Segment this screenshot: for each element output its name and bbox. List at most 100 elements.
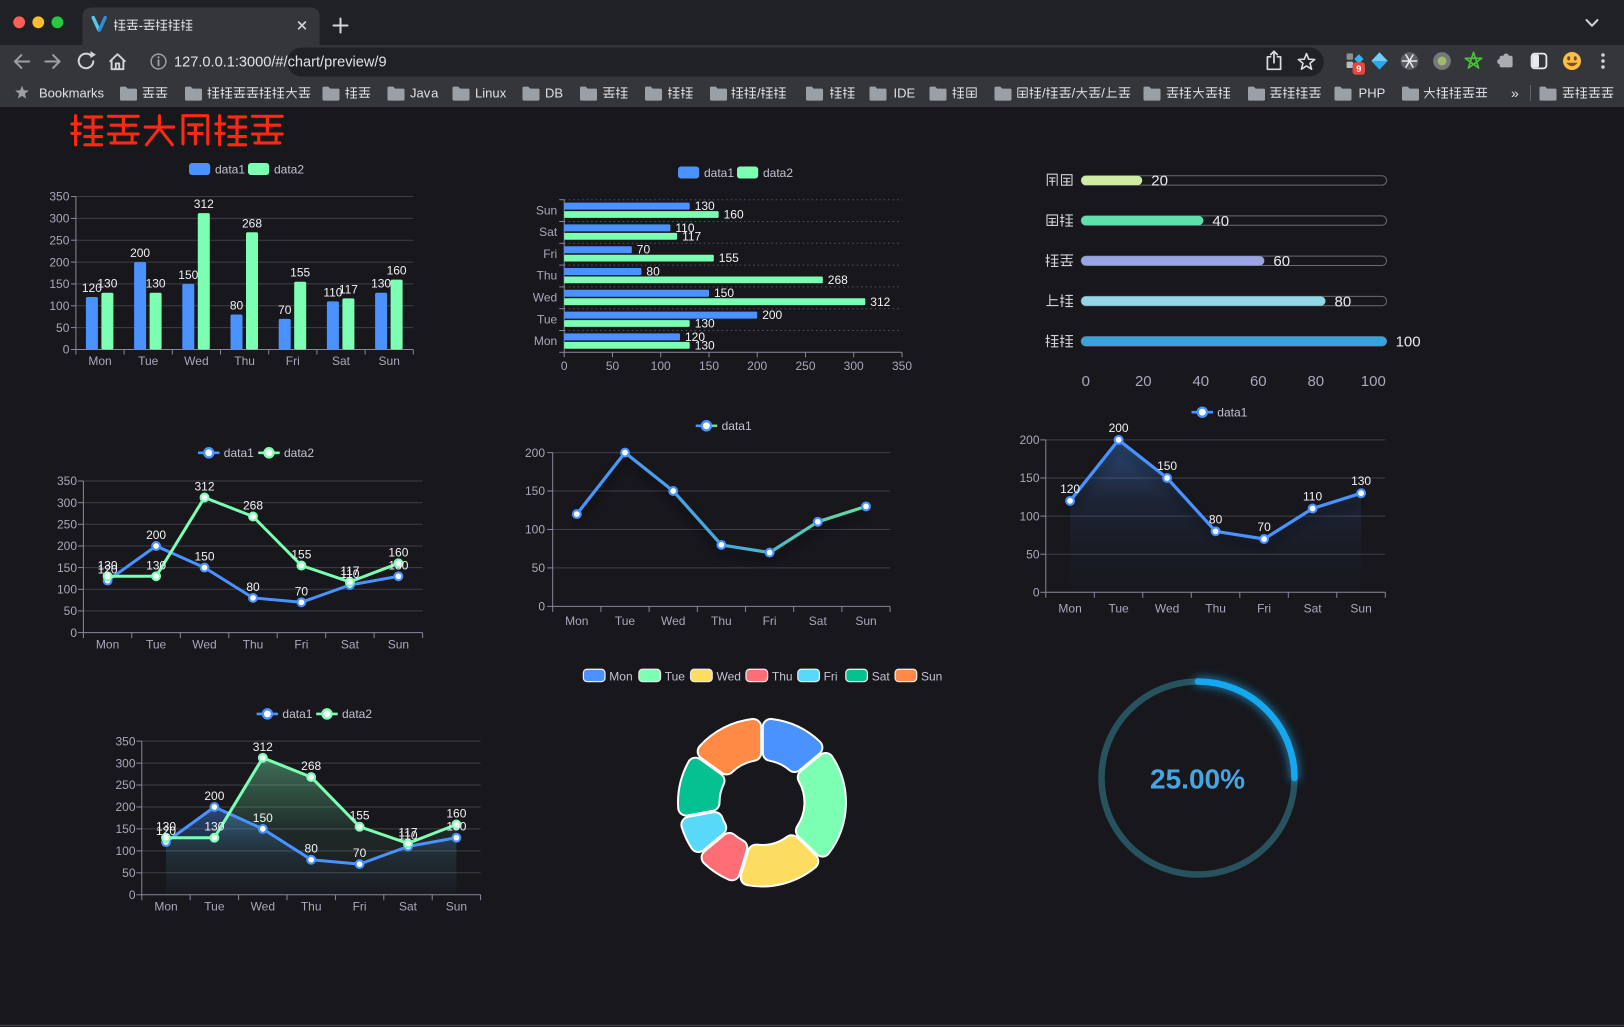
svg-text:120: 120 [685, 330, 705, 344]
svg-text:300: 300 [57, 496, 77, 510]
svg-text:u: u [492, 86, 499, 101]
svg-text:117: 117 [398, 825, 417, 839]
svg-text:60: 60 [1250, 373, 1267, 390]
svg-text:117: 117 [682, 229, 701, 243]
svg-text:110: 110 [675, 221, 694, 235]
svg-text:80: 80 [1335, 293, 1352, 310]
svg-text:x: x [500, 86, 507, 101]
svg-text:110: 110 [323, 285, 342, 299]
svg-text:a: a [417, 86, 425, 101]
svg-text:0: 0 [63, 343, 70, 357]
svg-text:250: 250 [795, 359, 815, 373]
svg-text:Mon: Mon [1058, 602, 1081, 616]
svg-text:Fri: Fri [286, 354, 300, 368]
svg-text:Sat: Sat [872, 669, 891, 683]
svg-text:250: 250 [115, 778, 135, 792]
svg-text:Fri: Fri [353, 900, 367, 914]
svg-text:80: 80 [246, 580, 260, 594]
svg-text:200: 200 [49, 255, 69, 269]
svg-text:70: 70 [295, 584, 309, 598]
svg-text:150: 150 [253, 811, 273, 825]
svg-text:data2: data2 [274, 163, 304, 177]
svg-text:155: 155 [350, 809, 370, 823]
svg-text:Tue: Tue [146, 638, 167, 652]
svg-text:110: 110 [1303, 490, 1322, 504]
svg-text:120: 120 [156, 824, 176, 838]
svg-text:70: 70 [278, 303, 292, 317]
svg-text:312: 312 [870, 295, 890, 309]
svg-text:Sat: Sat [341, 638, 360, 652]
svg-text:100: 100 [1019, 509, 1039, 523]
svg-text:0: 0 [538, 600, 545, 614]
svg-text:50: 50 [122, 866, 136, 880]
svg-text:data1: data1 [282, 707, 312, 721]
svg-text:268: 268 [828, 273, 848, 287]
svg-text:Sun: Sun [446, 900, 467, 914]
svg-text:300: 300 [49, 212, 69, 226]
svg-text:Thu: Thu [772, 669, 793, 683]
svg-text:Wed: Wed [1155, 602, 1179, 616]
svg-text:150: 150 [699, 359, 719, 373]
svg-text:Thu: Thu [1205, 602, 1226, 616]
svg-text:data1: data1 [1217, 406, 1247, 420]
svg-text:200: 200 [525, 446, 545, 460]
svg-text:200: 200 [146, 528, 166, 542]
svg-text:150: 150 [1157, 459, 1177, 473]
svg-text:200: 200 [1019, 433, 1039, 447]
svg-text:130: 130 [146, 277, 166, 291]
svg-text:40: 40 [1212, 213, 1229, 230]
svg-text:155: 155 [719, 251, 739, 265]
svg-text:v: v [424, 86, 431, 101]
svg-text:312: 312 [194, 197, 214, 211]
svg-text:Fri: Fri [543, 247, 557, 261]
svg-text:268: 268 [301, 759, 321, 773]
svg-text:9: 9 [1356, 64, 1361, 75]
svg-text:200: 200 [762, 308, 782, 322]
svg-text:117: 117 [340, 564, 359, 578]
svg-text:150: 150 [115, 822, 135, 836]
svg-text:200: 200 [130, 246, 150, 260]
svg-text:80: 80 [1307, 373, 1324, 390]
svg-text:Wed: Wed [717, 669, 741, 683]
svg-text:110: 110 [340, 567, 359, 581]
svg-text:268: 268 [243, 499, 263, 513]
svg-text:Sun: Sun [379, 354, 400, 368]
svg-text:Sat: Sat [539, 225, 558, 239]
svg-text:n: n [485, 86, 492, 101]
svg-text:200: 200 [1109, 421, 1129, 435]
svg-text:100: 100 [525, 523, 545, 537]
svg-text:Wed: Wed [661, 614, 685, 628]
svg-text:Fri: Fri [1257, 602, 1271, 616]
svg-text:Wed: Wed [251, 900, 275, 914]
svg-text:150: 150 [194, 550, 214, 564]
svg-text:Sun: Sun [1350, 602, 1371, 616]
svg-text:a: a [431, 86, 439, 101]
svg-text:160: 160 [724, 208, 744, 222]
svg-text:50: 50 [606, 359, 620, 373]
svg-text:120: 120 [82, 281, 102, 295]
svg-text:50: 50 [532, 561, 546, 575]
svg-text:Thu: Thu [243, 638, 264, 652]
svg-text:312: 312 [194, 480, 214, 494]
svg-text:117: 117 [339, 282, 358, 296]
svg-text:100: 100 [49, 299, 69, 313]
svg-text:160: 160 [388, 545, 408, 559]
svg-text:Fri: Fri [294, 638, 308, 652]
svg-text:data2: data2 [284, 446, 314, 460]
svg-text:130: 130 [388, 558, 408, 572]
svg-text:Wed: Wed [184, 354, 208, 368]
svg-text:Sun: Sun [536, 203, 557, 217]
svg-text:20: 20 [1151, 173, 1168, 190]
svg-text:130: 130 [446, 820, 466, 834]
svg-text:Sat: Sat [1304, 602, 1323, 616]
svg-text:200: 200 [115, 800, 135, 814]
svg-text:»: » [1511, 85, 1519, 101]
svg-text:200: 200 [204, 789, 224, 803]
svg-text:70: 70 [353, 846, 367, 860]
svg-text:Mon: Mon [96, 638, 119, 652]
svg-text:155: 155 [291, 548, 311, 562]
svg-text:100: 100 [1361, 373, 1386, 390]
svg-text:Tue: Tue [537, 312, 558, 326]
svg-text:130: 130 [97, 277, 117, 291]
svg-text:Sun: Sun [388, 638, 409, 652]
